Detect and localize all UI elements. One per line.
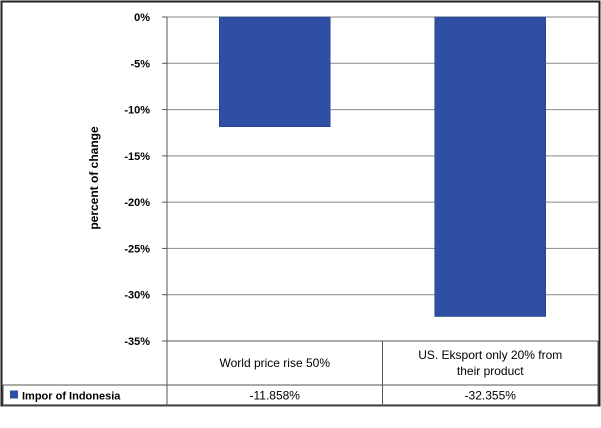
y-axis-ticks: 0% -5% -10% -15% -20% -25% -30% -35% — [124, 12, 167, 348]
legend-label: Impor of Indonesia — [22, 391, 121, 403]
y-tick-label: -10% — [124, 105, 150, 117]
data-table: World price rise 50% US. Eksport only 20%… — [2, 340, 599, 407]
bar — [219, 16, 331, 128]
category-label: US. Eksport only 20% from — [418, 348, 562, 362]
category-label: their product — [457, 364, 524, 378]
y-tick-label: -30% — [124, 290, 150, 302]
y-tick-label: -15% — [124, 151, 150, 163]
y-tick-label: -5% — [130, 58, 150, 70]
bars — [219, 16, 546, 317]
y-axis-label: percent of change — [87, 126, 101, 230]
y-tick-label: -25% — [124, 243, 150, 255]
y-tick-label: -35% — [124, 336, 150, 348]
data-value-label: -11.858% — [250, 389, 301, 403]
legend-swatch — [10, 390, 18, 399]
data-value-label: -32.355% — [465, 389, 517, 403]
y-tick-label: -20% — [124, 197, 150, 209]
y-tick-label: 0% — [134, 12, 150, 24]
category-label: World price rise 50% — [220, 356, 331, 370]
bar — [434, 16, 546, 317]
